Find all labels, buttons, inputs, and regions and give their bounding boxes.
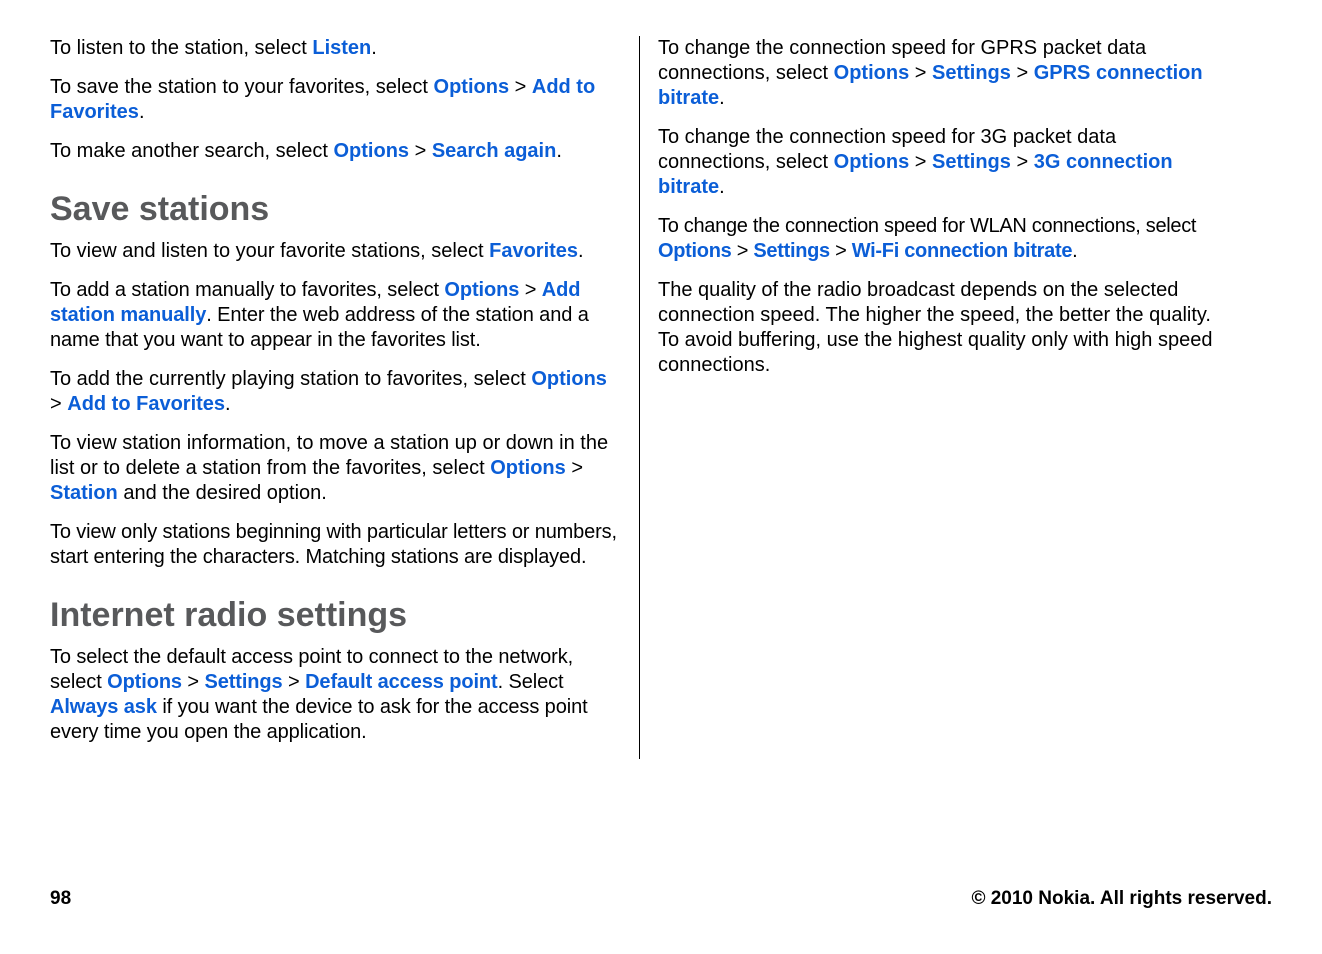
text: To view and listen to your favorite stat… bbox=[50, 240, 489, 262]
keyword-default-access-point: Default access point bbox=[305, 671, 498, 693]
paragraph-add-current: To add the currently playing station to … bbox=[50, 367, 621, 417]
separator: > bbox=[1011, 151, 1034, 173]
text: To save the station to your favorites, s… bbox=[50, 76, 434, 98]
paragraph-save-favorite: To save the station to your favorites, s… bbox=[50, 75, 621, 125]
keyword-options: Options bbox=[834, 62, 910, 84]
text: . bbox=[719, 87, 725, 109]
text: . Select bbox=[498, 671, 564, 693]
separator: > bbox=[830, 240, 852, 262]
text: . bbox=[578, 240, 584, 262]
keyword-settings: Settings bbox=[753, 240, 830, 262]
text: To change the connection speed for WLAN … bbox=[658, 215, 1196, 237]
keyword-settings: Settings bbox=[932, 151, 1011, 173]
separator: > bbox=[731, 240, 753, 262]
keyword-station: Station bbox=[50, 482, 118, 504]
text: . bbox=[225, 393, 231, 415]
page-footer: 98 © 2010 Nokia. All rights reserved. bbox=[50, 888, 1272, 910]
separator: > bbox=[409, 140, 432, 162]
right-column: To change the connection speed for GPRS … bbox=[640, 36, 1230, 759]
text: To make another search, select bbox=[50, 140, 333, 162]
paragraph-default-access-point: To select the default access point to co… bbox=[50, 645, 621, 745]
heading-internet-radio-settings: Internet radio settings bbox=[50, 596, 621, 635]
keyword-search-again: Search again bbox=[432, 140, 557, 162]
separator: > bbox=[509, 76, 532, 98]
page-number: 98 bbox=[50, 888, 71, 910]
heading-save-stations: Save stations bbox=[50, 190, 621, 229]
separator: > bbox=[566, 457, 583, 479]
paragraph-station-info: To view station information, to move a s… bbox=[50, 431, 621, 506]
keyword-settings: Settings bbox=[204, 671, 282, 693]
paragraph-add-manually: To add a station manually to favorites, … bbox=[50, 278, 621, 353]
text: . bbox=[719, 176, 725, 198]
keyword-settings: Settings bbox=[932, 62, 1011, 84]
paragraph-quality-note: The quality of the radio broadcast depen… bbox=[658, 278, 1218, 378]
text: . bbox=[1072, 240, 1077, 262]
keyword-options: Options bbox=[531, 368, 607, 390]
paragraph-gprs-bitrate: To change the connection speed for GPRS … bbox=[658, 36, 1218, 111]
keyword-options: Options bbox=[834, 151, 910, 173]
keyword-options: Options bbox=[658, 240, 731, 262]
separator: > bbox=[283, 671, 306, 693]
text: To listen to the station, select bbox=[50, 37, 312, 59]
paragraph-filter-stations: To view only stations beginning with par… bbox=[50, 520, 621, 570]
text: . bbox=[139, 101, 145, 123]
text: To add a station manually to favorites, … bbox=[50, 279, 444, 301]
paragraph-listen: To listen to the station, select Listen. bbox=[50, 36, 621, 61]
keyword-options: Options bbox=[107, 671, 182, 693]
keyword-options: Options bbox=[444, 279, 519, 301]
copyright-text: © 2010 Nokia. All rights reserved. bbox=[971, 888, 1272, 910]
paragraph-view-favorites: To view and listen to your favorite stat… bbox=[50, 239, 621, 264]
page-content: To listen to the station, select Listen.… bbox=[0, 0, 1322, 759]
keyword-always-ask: Always ask bbox=[50, 696, 157, 718]
separator: > bbox=[909, 151, 932, 173]
text: . bbox=[371, 37, 377, 59]
text: To add the currently playing station to … bbox=[50, 368, 531, 390]
paragraph-search-again: To make another search, select Options >… bbox=[50, 139, 621, 164]
separator: > bbox=[519, 279, 542, 301]
keyword-add-to-favorites: Add to Favorites bbox=[67, 393, 225, 415]
keyword-favorites: Favorites bbox=[489, 240, 578, 262]
separator: > bbox=[1011, 62, 1034, 84]
text: . bbox=[556, 140, 562, 162]
text: and the desired option. bbox=[118, 482, 327, 504]
separator: > bbox=[50, 393, 67, 415]
separator: > bbox=[909, 62, 932, 84]
paragraph-3g-bitrate: To change the connection speed for 3G pa… bbox=[658, 125, 1218, 200]
keyword-options: Options bbox=[490, 457, 566, 479]
keyword-options: Options bbox=[434, 76, 510, 98]
keyword-listen: Listen bbox=[312, 37, 371, 59]
keyword-options: Options bbox=[333, 140, 409, 162]
keyword-wifi-connection-bitrate: Wi-Fi connection bitrate bbox=[852, 240, 1072, 262]
paragraph-wifi-bitrate: To change the connection speed for WLAN … bbox=[658, 214, 1218, 264]
left-column: To listen to the station, select Listen.… bbox=[50, 36, 640, 759]
separator: > bbox=[182, 671, 205, 693]
